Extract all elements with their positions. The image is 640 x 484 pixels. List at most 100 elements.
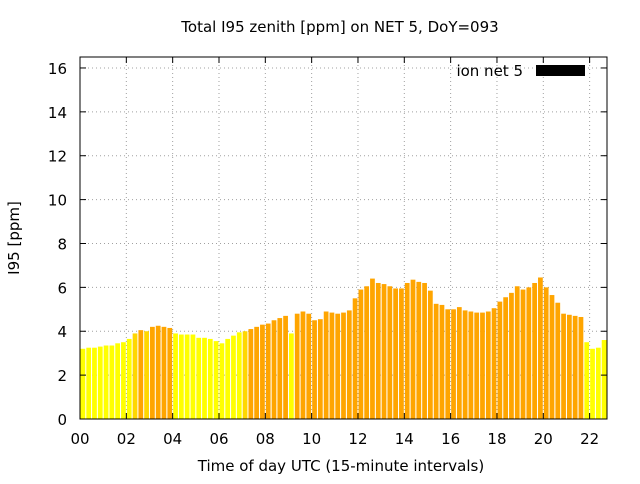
bar	[248, 329, 254, 419]
bar	[439, 304, 445, 419]
bar	[433, 303, 439, 419]
y-tick-label: 14	[48, 104, 67, 122]
bar	[202, 337, 207, 419]
bar	[167, 327, 173, 419]
x-tick-label: 02	[117, 430, 136, 448]
bar	[300, 311, 306, 419]
x-tick-label: 06	[209, 430, 228, 448]
bar	[144, 331, 149, 419]
legend-label: ion net 5	[456, 62, 523, 80]
bar	[254, 326, 260, 419]
bar	[121, 342, 126, 419]
bar	[572, 315, 578, 419]
bar	[584, 342, 590, 419]
bar	[451, 309, 456, 419]
bar	[404, 282, 410, 419]
bar	[317, 319, 323, 419]
legend-swatch	[536, 65, 585, 76]
bar	[115, 343, 121, 419]
bar	[416, 281, 422, 419]
bar	[375, 282, 381, 419]
plot-frame	[79, 56, 608, 420]
chart-title: Total I95 zenith [ppm] on NET 5, DoY=093	[180, 18, 498, 36]
bar	[335, 313, 341, 419]
bar	[393, 288, 398, 419]
bar	[601, 340, 607, 419]
bar	[150, 326, 155, 419]
y-axis-label: I95 [ppm]	[5, 201, 23, 275]
bar	[381, 284, 387, 419]
bar	[173, 333, 178, 419]
bar	[445, 309, 451, 419]
bar	[207, 338, 213, 419]
bar	[346, 310, 352, 419]
bar	[86, 347, 92, 419]
bar	[306, 313, 312, 419]
x-axis-label: Time of day UTC (15-minute intervals)	[197, 457, 484, 475]
x-tick-label: 04	[163, 430, 182, 448]
bar	[474, 312, 480, 419]
bar	[509, 292, 514, 419]
bar-series	[80, 277, 607, 419]
x-tick-label: 00	[70, 430, 89, 448]
y-tick-label: 6	[57, 279, 67, 297]
bar	[485, 311, 491, 419]
bar	[178, 334, 184, 419]
bar	[578, 316, 584, 419]
bar	[271, 320, 277, 419]
bar	[329, 312, 335, 419]
bar	[543, 287, 549, 419]
bar	[364, 286, 370, 419]
bar	[352, 298, 358, 419]
bar	[561, 313, 566, 419]
y-tick-label: 2	[57, 367, 67, 385]
bar	[370, 278, 375, 419]
y-tick-label: 10	[48, 192, 67, 210]
bar	[323, 311, 329, 419]
bar	[595, 347, 601, 419]
bar	[503, 297, 509, 419]
bar	[590, 348, 595, 419]
bar	[92, 347, 97, 419]
bar	[196, 337, 202, 419]
grid-lines	[80, 57, 607, 419]
bar	[225, 338, 231, 419]
bar	[265, 323, 271, 419]
y-tick-label: 4	[57, 323, 67, 341]
bar	[514, 286, 520, 419]
x-tick-label: 22	[580, 430, 599, 448]
bar	[155, 325, 161, 419]
x-tick-label: 08	[256, 430, 275, 448]
bar	[126, 338, 132, 419]
bar	[138, 330, 144, 419]
bar	[109, 345, 115, 419]
bar	[341, 312, 346, 419]
bar	[422, 282, 427, 419]
bar	[358, 289, 364, 419]
legend: ion net 5	[456, 62, 585, 80]
bar	[468, 311, 474, 419]
bar	[132, 333, 138, 419]
bar	[549, 295, 555, 419]
bar	[462, 310, 468, 419]
bar	[410, 279, 416, 419]
bar	[456, 307, 462, 419]
y-tick-label: 8	[57, 235, 67, 253]
bar	[289, 333, 294, 419]
x-tick-label: 16	[441, 430, 460, 448]
x-tick-label: 12	[348, 430, 367, 448]
x-tick-label: 20	[534, 430, 553, 448]
bar	[427, 290, 433, 419]
bar	[497, 301, 503, 419]
bar	[555, 302, 561, 419]
bar	[260, 324, 265, 419]
bar	[103, 345, 109, 419]
x-tick-label: 14	[395, 430, 414, 448]
x-tick-label: 10	[302, 430, 321, 448]
bar	[236, 332, 242, 419]
bar	[161, 326, 167, 419]
bar	[190, 334, 196, 419]
